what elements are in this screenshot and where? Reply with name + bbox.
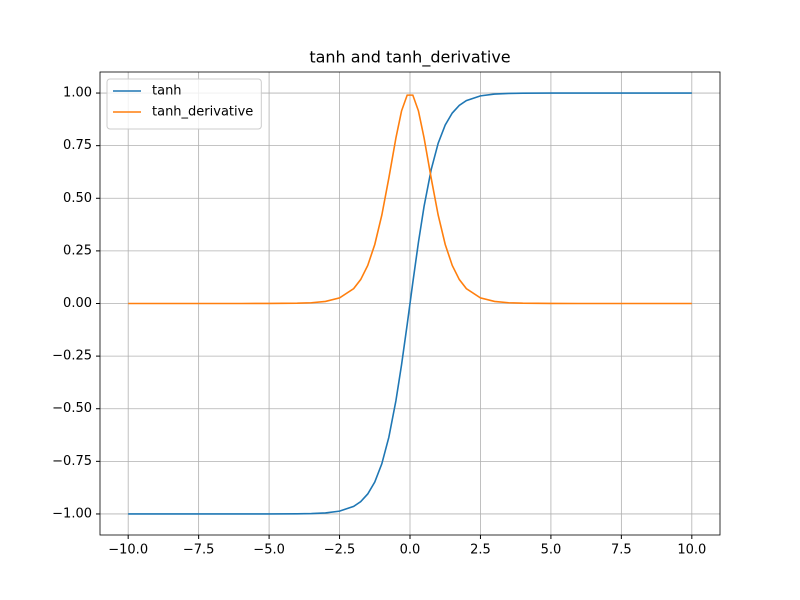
x-tick-label: 0.0	[400, 543, 421, 558]
x-tick-label: 5.0	[541, 543, 562, 558]
y-tick-label: −1.00	[52, 506, 92, 521]
line	[128, 92, 692, 515]
y-tick-label: 0.75	[63, 138, 92, 153]
y-tick-label: 0.50	[63, 191, 92, 206]
x-tick-label: −2.5	[324, 543, 356, 558]
y-tick-label: 1.00	[63, 86, 92, 101]
x-tick-label: 2.5	[470, 543, 491, 558]
y-tick-label: −0.25	[52, 349, 92, 364]
plot-frame	[99, 71, 721, 536]
legend-label: tanh_derivative	[152, 105, 253, 120]
chart-title: tanh and tanh_derivative	[309, 48, 510, 68]
y-tick-label: 0.00	[63, 296, 92, 311]
legend-box	[106, 78, 262, 130]
legend: tanh tanh_derivative	[106, 78, 262, 130]
y-tick-label: −0.75	[52, 454, 92, 469]
y-tick-label: 0.25	[63, 243, 92, 258]
x-tick-label: −10.0	[108, 543, 148, 558]
legend-label: tanh	[152, 84, 182, 99]
x-tick-label: 10.0	[677, 543, 706, 558]
y-tick-label: −0.50	[52, 401, 92, 416]
x-tick-label: −5.0	[253, 543, 285, 558]
x-tick-label: −7.5	[183, 543, 215, 558]
x-tick-label: 7.5	[611, 543, 632, 558]
line	[128, 94, 692, 305]
